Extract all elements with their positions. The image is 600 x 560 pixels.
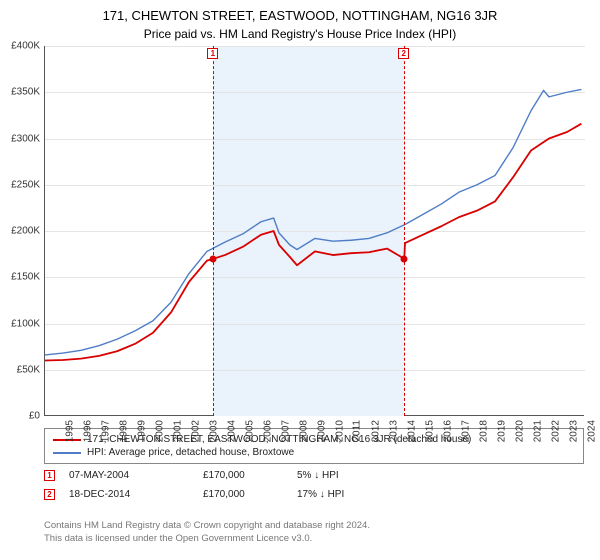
sale-vertical bbox=[213, 46, 214, 416]
chart-title: 171, CHEWTON STREET, EASTWOOD, NOTTINGHA… bbox=[0, 0, 600, 23]
x-axis-label: 2012 bbox=[370, 420, 381, 442]
y-axis-label: £250K bbox=[0, 179, 40, 190]
sale-number-box: 2 bbox=[44, 489, 55, 500]
x-axis-label: 2024 bbox=[586, 420, 597, 442]
x-axis-label: 1995 bbox=[64, 420, 75, 442]
x-axis-label: 1996 bbox=[82, 420, 93, 442]
x-axis-label: 1997 bbox=[100, 420, 111, 442]
legend-label: HPI: Average price, detached house, Brox… bbox=[87, 447, 294, 458]
x-axis-label: 2014 bbox=[406, 420, 417, 442]
y-axis-label: £150K bbox=[0, 272, 40, 283]
x-axis-label: 2010 bbox=[334, 420, 345, 442]
sales-table: 1 07-MAY-2004 £170,000 5% ↓ HPI 2 18-DEC-2014… bbox=[44, 466, 584, 504]
x-axis-label: 2011 bbox=[352, 420, 363, 442]
y-axis-label: £400K bbox=[0, 41, 40, 52]
sale-dot bbox=[210, 255, 217, 262]
sale-date: 18-DEC-2014 bbox=[69, 489, 189, 500]
x-axis-label: 2020 bbox=[514, 420, 525, 442]
chart-container: 171, CHEWTON STREET, EASTWOOD, NOTTINGHA… bbox=[0, 0, 600, 560]
sale-marker: 2 bbox=[398, 48, 409, 59]
sale-price: £170,000 bbox=[203, 489, 283, 500]
x-axis-label: 2023 bbox=[568, 420, 579, 442]
x-axis-label: 2022 bbox=[550, 420, 561, 442]
x-axis-label: 2009 bbox=[316, 420, 327, 442]
chart-lines bbox=[45, 46, 585, 416]
sale-row: 2 18-DEC-2014 £170,000 17% ↓ HPI bbox=[44, 485, 584, 504]
x-axis-label: 1999 bbox=[136, 420, 147, 442]
legend-swatch bbox=[53, 452, 81, 454]
x-axis-label: 2021 bbox=[532, 420, 543, 442]
y-axis-label: £100K bbox=[0, 318, 40, 329]
x-axis-label: 2008 bbox=[298, 420, 309, 442]
y-axis-label: £300K bbox=[0, 133, 40, 144]
footnote: Contains HM Land Registry data © Crown c… bbox=[44, 520, 584, 546]
x-axis-label: 2005 bbox=[244, 420, 255, 442]
sale-number-box: 1 bbox=[44, 470, 55, 481]
footnote-line: This data is licensed under the Open Gov… bbox=[44, 533, 584, 546]
chart-subtitle: Price paid vs. HM Land Registry's House … bbox=[0, 23, 600, 41]
x-axis-label: 2007 bbox=[280, 420, 291, 442]
y-axis-label: £50K bbox=[0, 364, 40, 375]
x-axis-label: 2004 bbox=[226, 420, 237, 442]
x-axis-label: 1998 bbox=[118, 420, 129, 442]
series-line bbox=[45, 89, 581, 354]
x-axis-label: 2006 bbox=[262, 420, 273, 442]
x-axis-label: 2002 bbox=[190, 420, 201, 442]
sale-dot bbox=[401, 255, 408, 262]
sale-row: 1 07-MAY-2004 £170,000 5% ↓ HPI bbox=[44, 466, 584, 485]
x-axis-label: 2016 bbox=[442, 420, 453, 442]
x-axis-label: 2017 bbox=[460, 420, 471, 442]
y-axis-label: £200K bbox=[0, 226, 40, 237]
x-axis-label: 2015 bbox=[424, 420, 435, 442]
sale-hpi-diff: 17% ↓ HPI bbox=[297, 489, 387, 500]
sale-price: £170,000 bbox=[203, 470, 283, 481]
y-axis-label: £350K bbox=[0, 87, 40, 98]
x-axis-label: 2001 bbox=[172, 420, 183, 442]
plot-area: 12 bbox=[44, 46, 584, 416]
sale-date: 07-MAY-2004 bbox=[69, 470, 189, 481]
series-line bbox=[45, 124, 581, 361]
x-axis-label: 2003 bbox=[208, 420, 219, 442]
y-axis-label: £0 bbox=[0, 411, 40, 422]
x-axis-label: 2013 bbox=[388, 420, 399, 442]
sale-hpi-diff: 5% ↓ HPI bbox=[297, 470, 387, 481]
sale-vertical bbox=[404, 46, 405, 416]
x-axis-label: 2018 bbox=[478, 420, 489, 442]
legend-row: HPI: Average price, detached house, Brox… bbox=[53, 446, 575, 459]
sale-marker: 1 bbox=[207, 48, 218, 59]
footnote-line: Contains HM Land Registry data © Crown c… bbox=[44, 520, 584, 533]
x-axis-label: 2019 bbox=[496, 420, 507, 442]
x-axis-label: 2000 bbox=[154, 420, 165, 442]
